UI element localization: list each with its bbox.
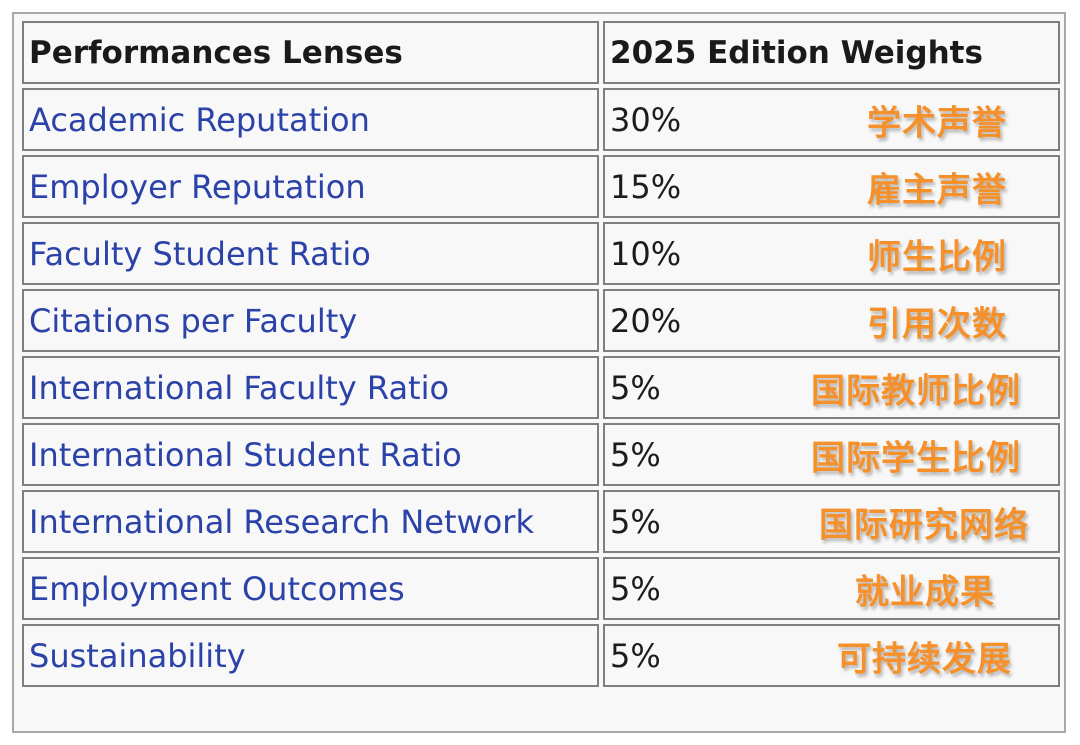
weight-value: 5% <box>610 502 661 541</box>
weight-value: 5% <box>610 435 661 474</box>
chinese-annotation: 就业成果 <box>855 572 995 612</box>
header-lens: Performances Lenses <box>22 21 599 84</box>
weight-value: 20% <box>610 301 682 340</box>
lens-academic-reputation[interactable]: Academic Reputation <box>22 88 599 151</box>
weight-cell: 5% 国际学生比例 <box>603 423 1060 486</box>
header-weight: 2025 Edition Weights <box>603 21 1060 84</box>
chinese-annotation: 国际研究网络 <box>819 505 1029 545</box>
weight-cell: 10% 师生比例 <box>603 222 1060 285</box>
weight-cell: 5% 国际教师比例 <box>603 356 1060 419</box>
lens-sustainability[interactable]: Sustainability <box>22 624 599 687</box>
table-row: Sustainability 5% 可持续发展 <box>22 624 1060 687</box>
weights-table-container: Performances Lenses 2025 Edition Weights… <box>12 12 1066 733</box>
chinese-annotation: 学术声誉 <box>867 103 1007 143</box>
table-row: Employment Outcomes 5% 就业成果 <box>22 557 1060 620</box>
weight-value: 5% <box>610 368 661 407</box>
table-row: Faculty Student Ratio 10% 师生比例 <box>22 222 1060 285</box>
weight-value: 5% <box>610 636 661 675</box>
lens-faculty-student-ratio[interactable]: Faculty Student Ratio <box>22 222 599 285</box>
weight-cell: 15% 雇主声誉 <box>603 155 1060 218</box>
weight-cell: 5% 就业成果 <box>603 557 1060 620</box>
weight-value: 5% <box>610 569 661 608</box>
weight-cell: 5% 可持续发展 <box>603 624 1060 687</box>
chinese-annotation: 引用次数 <box>867 304 1007 344</box>
table-row: Employer Reputation 15% 雇主声誉 <box>22 155 1060 218</box>
table-row: Citations per Faculty 20% 引用次数 <box>22 289 1060 352</box>
weights-table: Performances Lenses 2025 Edition Weights… <box>18 17 1064 691</box>
lens-international-research-network[interactable]: International Research Network <box>22 490 599 553</box>
chinese-annotation: 国际学生比例 <box>811 438 1021 478</box>
chinese-annotation: 师生比例 <box>867 237 1007 277</box>
lens-citations-per-faculty[interactable]: Citations per Faculty <box>22 289 599 352</box>
table-row: International Faculty Ratio 5% 国际教师比例 <box>22 356 1060 419</box>
chinese-annotation: 可持续发展 <box>837 639 1012 679</box>
lens-international-student-ratio[interactable]: International Student Ratio <box>22 423 599 486</box>
table-row: International Student Ratio 5% 国际学生比例 <box>22 423 1060 486</box>
weight-cell: 5% 国际研究网络 <box>603 490 1060 553</box>
lens-employer-reputation[interactable]: Employer Reputation <box>22 155 599 218</box>
table-row: International Research Network 5% 国际研究网络 <box>22 490 1060 553</box>
chinese-annotation: 国际教师比例 <box>811 371 1021 411</box>
weight-value: 30% <box>610 100 682 139</box>
table-row: Academic Reputation 30% 学术声誉 <box>22 88 1060 151</box>
chinese-annotation: 雇主声誉 <box>867 170 1007 210</box>
weight-value: 15% <box>610 167 682 206</box>
weight-cell: 30% 学术声誉 <box>603 88 1060 151</box>
weight-cell: 20% 引用次数 <box>603 289 1060 352</box>
lens-international-faculty-ratio[interactable]: International Faculty Ratio <box>22 356 599 419</box>
table-header-row: Performances Lenses 2025 Edition Weights <box>22 21 1060 84</box>
lens-employment-outcomes[interactable]: Employment Outcomes <box>22 557 599 620</box>
weight-value: 10% <box>610 234 682 273</box>
